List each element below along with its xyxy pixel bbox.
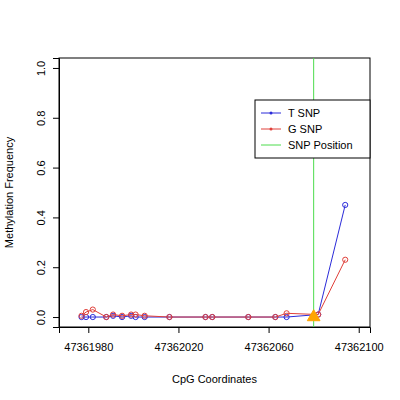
x-tick: 47362100 [335, 327, 384, 353]
data-point [203, 314, 208, 319]
plot: 473619804736202047362060473621000.00.20.… [35, 58, 384, 353]
x-tick-mark [269, 327, 270, 333]
data-point [343, 202, 348, 207]
legend-swatch [261, 129, 281, 130]
snp-marker [307, 310, 320, 321]
y-tick-mark [53, 217, 59, 218]
legend-label: T SNP [288, 107, 320, 119]
series-line [82, 205, 346, 317]
data-point [120, 313, 125, 318]
legend-swatch [261, 113, 281, 114]
data-point [104, 314, 109, 319]
y-tick: 0.6 [35, 160, 59, 175]
data-area [79, 58, 348, 327]
data-point [133, 312, 138, 317]
data-point [90, 307, 95, 312]
y-axis-title: Methylation Frequency [3, 136, 15, 248]
data-point [273, 314, 278, 319]
legend-marker [270, 112, 273, 115]
data-point [110, 312, 115, 317]
x-tick: 47362020 [154, 327, 203, 353]
chart: 473619804736202047362060473621000.00.20.… [0, 0, 400, 400]
x-tick-mark [178, 327, 179, 333]
x-tick: 47361980 [64, 327, 113, 353]
x-axis: 47361980 47362020 47362060 47362100 [60, 327, 384, 353]
data-point [90, 314, 95, 319]
legend-label: G SNP [288, 123, 322, 135]
x-tick-label: 47361980 [64, 341, 113, 353]
x-tick: 47362060 [245, 327, 294, 353]
x-axis-title: CpG Coordinates [172, 373, 257, 385]
y-tick-mark [53, 118, 59, 119]
y-tick: 0.8 [35, 111, 59, 126]
legend-swatch [261, 145, 281, 146]
y-tick: 0.2 [35, 260, 59, 275]
legend-marker [270, 128, 273, 131]
y-axis: 0.0 0.2 0.4 0.6 0.8 1.0 [35, 59, 60, 328]
y-tick-mark [53, 267, 59, 268]
y-tick-mark [53, 168, 59, 169]
data-point [343, 257, 348, 262]
data-point [142, 313, 147, 318]
legend-box [255, 100, 370, 158]
x-tick-label: 47362020 [154, 341, 203, 353]
y-tick-label: 1.0 [35, 61, 47, 76]
y-tick: 0.4 [35, 210, 59, 225]
y-tick-label: 0.8 [35, 111, 47, 126]
x-tick-mark [359, 327, 360, 333]
y-tick-label: 0.0 [35, 310, 47, 325]
y-tick: 1.0 [35, 61, 59, 76]
data-point [83, 309, 88, 314]
plot-frame [59, 58, 370, 327]
y-tick-label: 0.2 [35, 260, 47, 275]
data-point [246, 314, 251, 319]
legend: T SNP G SNP SNP Position [255, 100, 370, 158]
legend-label: SNP Position [288, 139, 353, 151]
snp-position-line [313, 58, 314, 327]
y-tick-label: 0.6 [35, 160, 47, 175]
data-point [284, 311, 289, 316]
y-tick: 0.0 [35, 310, 59, 325]
data-point [210, 314, 215, 319]
y-tick-mark [53, 68, 59, 69]
x-tick-mark [88, 327, 89, 333]
series-line [82, 260, 346, 317]
data-point [167, 314, 172, 319]
data-point [79, 313, 84, 318]
y-tick-mark [53, 317, 59, 318]
x-tick-label: 47362060 [245, 341, 294, 353]
y-tick-label: 0.4 [35, 210, 47, 225]
x-axis-line [60, 328, 371, 334]
x-tick-label: 47362100 [335, 341, 384, 353]
